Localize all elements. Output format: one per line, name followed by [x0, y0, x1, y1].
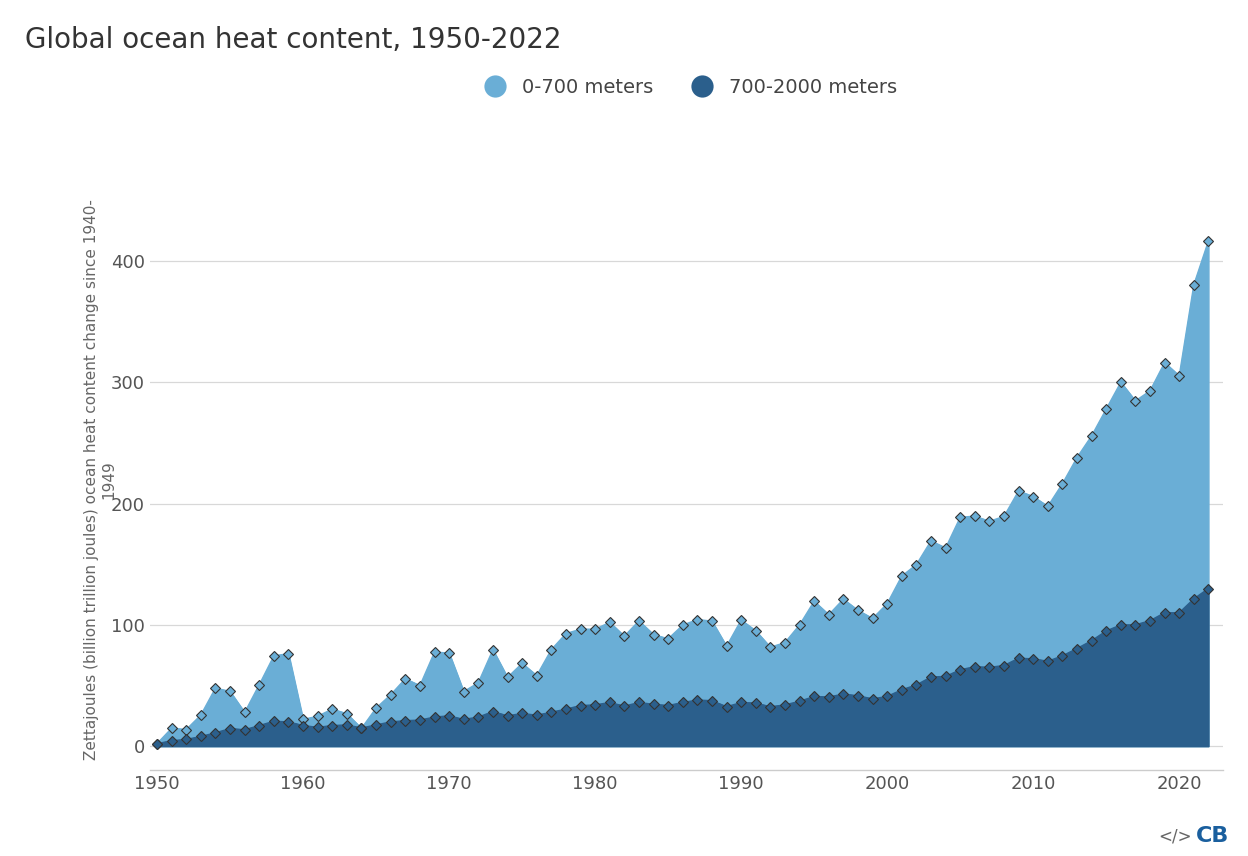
Text: Global ocean heat content, 1950-2022: Global ocean heat content, 1950-2022: [25, 26, 562, 54]
Text: </>: </>: [1158, 828, 1192, 846]
Y-axis label: Zettajoules (billion trillion joules) ocean heat content change since 1940-
1949: Zettajoules (billion trillion joules) oc…: [84, 199, 116, 760]
Text: CB: CB: [1196, 826, 1229, 846]
Legend: 0-700 meters, 700-2000 meters: 0-700 meters, 700-2000 meters: [468, 70, 905, 104]
